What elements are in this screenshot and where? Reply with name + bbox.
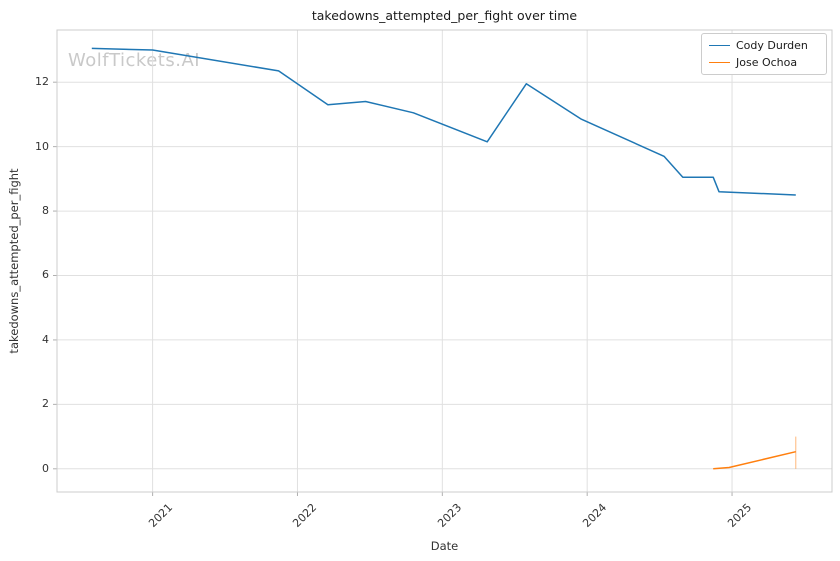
plot-area-frame [56, 29, 833, 493]
y-tick-label: 0 [42, 461, 49, 475]
series-line-cody-durden [91, 47, 796, 196]
chart-title: takedowns_attempted_per_fight over time [311, 8, 578, 23]
legend-line-sample-cody [709, 44, 730, 46]
legend-line-sample-jose [709, 62, 730, 64]
y-tick-label: 12 [35, 75, 49, 89]
watermark-text: WolfTickets.AI [68, 50, 201, 71]
x-axis-label: Date [430, 539, 459, 553]
y-tick-label: 2 [42, 397, 49, 411]
y-tick-label: 4 [42, 332, 49, 346]
y-tick-label: 6 [42, 268, 49, 282]
legend-item-jose-ochoa: Jose Ochoa [702, 54, 826, 71]
legend-label-jose-ochoa: Jose Ochoa [736, 56, 798, 70]
legend-label-cody-durden: Cody Durden [736, 38, 808, 52]
legend-item-cody-durden: Cody Durden [702, 37, 826, 54]
series-line-jose-ochoa [713, 450, 796, 470]
y-axis-label: takedowns_attempted_per_fight [7, 168, 21, 354]
legend: Cody Durden Jose Ochoa [701, 33, 827, 75]
y-tick-label: 8 [42, 204, 49, 218]
y-tick-label: 10 [35, 139, 49, 153]
